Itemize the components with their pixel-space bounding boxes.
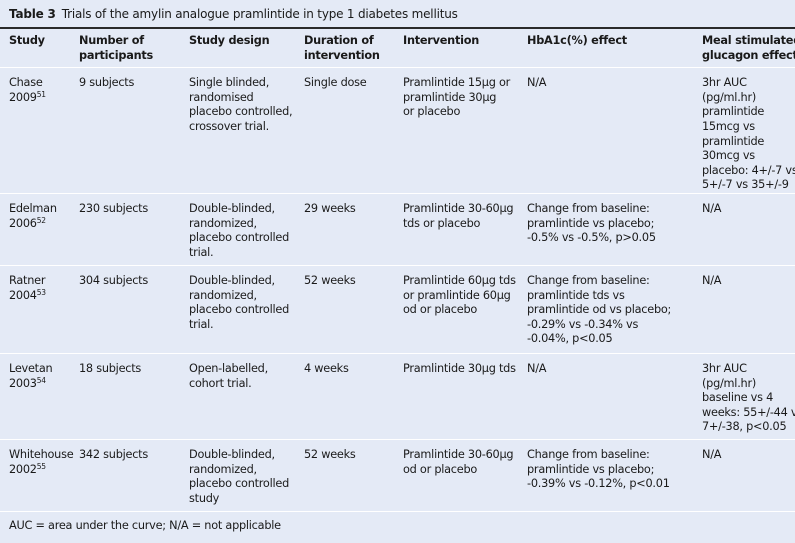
cell-intervention: Pramlintide 30-60µg od or placebo	[394, 439, 518, 512]
study-name: Levetan 2003	[9, 361, 53, 390]
cell-intervention: Pramlintide 30-60µg tds or placebo	[394, 193, 518, 266]
trials-table: Study Number of participants Study desig…	[0, 29, 795, 512]
cell-study: Ratner 200453	[0, 265, 70, 354]
cell-glucagon: N/A	[693, 439, 795, 512]
reference-number: 54	[36, 375, 46, 385]
header-study-design: Study design	[180, 29, 295, 69]
cell-design: Open-labelled, cohort trial.	[180, 353, 295, 440]
table-label: Table 3	[9, 7, 56, 21]
study-name: Chase 2009	[9, 76, 43, 104]
cell-participants: 18 subjects	[70, 353, 180, 440]
cell-hba1c: Change from baseline: pramlintide vs pla…	[518, 193, 693, 266]
table-footnote: AUC = area under the curve; N/A = not ap…	[9, 519, 281, 532]
header-participants: Number of participants	[70, 29, 180, 69]
cell-intervention: Pramlintide 15µg or pramlintide 30µg or …	[394, 67, 518, 194]
study-name: Whitehouse 2002	[9, 447, 74, 476]
cell-study: Chase 200951	[0, 67, 70, 194]
header-intervention: Intervention	[394, 29, 518, 69]
study-name: Edelman 2006	[9, 201, 57, 230]
table-caption: Table 3 Trials of the amylin analogue pra…	[9, 7, 458, 21]
cell-design: Double-blinded, randomized, placebo cont…	[180, 265, 295, 354]
cell-intervention: Pramlintide 60µg tds or pramlintide 60µg…	[394, 265, 518, 354]
cell-study: Edelman 200652	[0, 193, 70, 266]
cell-study: Levetan 200354	[0, 353, 70, 440]
table-title: Trials of the amylin analogue pramlintid…	[61, 7, 458, 21]
header-duration: Duration of intervention	[295, 29, 394, 69]
table-row: Whitehouse 200255 342 subjects Double-bl…	[0, 439, 795, 512]
header-study: Study	[0, 29, 70, 69]
table-header-row: Study Number of participants Study desig…	[0, 29, 795, 69]
cell-duration: 52 weeks	[295, 265, 394, 354]
cell-participants: 9 subjects	[70, 67, 180, 194]
cell-glucagon: 3hr AUC (pg/ml.hr) pramlintide 15mcg vs …	[693, 67, 795, 194]
cell-hba1c: N/A	[518, 67, 693, 194]
table-row: Edelman 200652 230 subjects Double-blind…	[0, 193, 795, 266]
cell-participants: 342 subjects	[70, 439, 180, 512]
reference-number: 53	[36, 287, 46, 297]
cell-duration: 29 weeks	[295, 193, 394, 266]
table-row: Chase 200951 9 subjects Single blinded, …	[0, 67, 795, 194]
table-row: Levetan 200354 18 subjects Open-labelled…	[0, 353, 795, 440]
reference-number: 55	[36, 461, 46, 471]
cell-hba1c: Change from baseline: pramlintide tds vs…	[518, 265, 693, 354]
cell-hba1c: N/A	[518, 353, 693, 440]
cell-hba1c: Change from baseline: pramlintide vs pla…	[518, 439, 693, 512]
cell-intervention: Pramlintide 30µg tds	[394, 353, 518, 440]
cell-design: Single blinded, randomised placebo contr…	[180, 67, 295, 194]
cell-study: Whitehouse 200255	[0, 439, 74, 512]
cell-design: Double-blinded, randomized, placebo cont…	[180, 193, 295, 266]
cell-duration: Single dose	[295, 67, 394, 194]
top-rule-divider	[0, 27, 795, 29]
header-hba1c-effect: HbA1c(%) effect	[518, 29, 693, 69]
cell-participants: 304 subjects	[70, 265, 180, 354]
cell-glucagon: N/A	[693, 265, 795, 354]
cell-participants: 230 subjects	[70, 193, 180, 266]
cell-glucagon: 3hr AUC (pg/ml.hr) baseline vs 4 weeks: …	[693, 353, 795, 440]
cell-duration: 4 weeks	[295, 353, 394, 440]
cell-duration: 52 weeks	[295, 439, 394, 512]
cell-design: Double-blinded, randomized, placebo cont…	[180, 439, 295, 512]
study-name: Ratner 2004	[9, 273, 46, 302]
header-glucagon-effect: Meal stimulated glucagon effect	[693, 29, 795, 69]
cell-glucagon: N/A	[693, 193, 795, 266]
reference-number: 51	[36, 89, 46, 99]
table-row: Ratner 200453 304 subjects Double-blinde…	[0, 265, 795, 354]
reference-number: 52	[36, 215, 46, 225]
